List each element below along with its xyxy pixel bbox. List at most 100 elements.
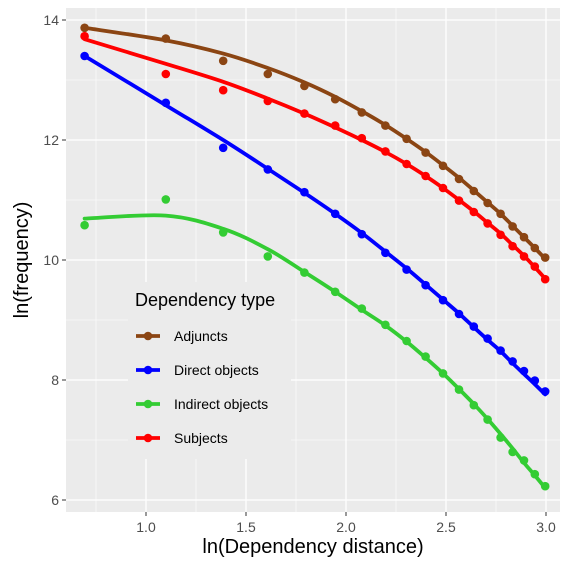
legend-item-direct-objects: Direct objects bbox=[136, 362, 259, 378]
legend-key-point bbox=[143, 365, 153, 375]
point-indirect-objects bbox=[218, 228, 228, 237]
point-subjects bbox=[421, 171, 430, 181]
legend-key-point bbox=[143, 433, 153, 443]
x-tick-label: 1.0 bbox=[136, 519, 156, 535]
point-adjuncts bbox=[438, 161, 448, 171]
point-direct-objects bbox=[508, 357, 517, 366]
point-indirect-objects bbox=[483, 415, 492, 424]
point-indirect-objects bbox=[402, 336, 411, 346]
legend-key-point bbox=[143, 399, 153, 409]
point-subjects bbox=[508, 241, 517, 251]
legend-label: Subjects bbox=[174, 430, 228, 446]
point-adjuncts bbox=[469, 186, 479, 196]
point-direct-objects bbox=[330, 209, 340, 219]
point-indirect-objects bbox=[161, 195, 171, 204]
point-direct-objects bbox=[357, 229, 367, 239]
point-subjects bbox=[330, 121, 340, 130]
point-indirect-objects bbox=[519, 456, 529, 465]
point-indirect-objects bbox=[508, 447, 517, 457]
point-subjects bbox=[496, 230, 505, 240]
legend-item-subjects: Subjects bbox=[136, 430, 228, 446]
point-indirect-objects bbox=[421, 352, 430, 361]
y-axis: 6 8 10 12 14 bbox=[43, 12, 66, 508]
point-direct-objects bbox=[496, 346, 505, 355]
point-indirect-objects bbox=[80, 220, 89, 230]
point-indirect-objects bbox=[263, 252, 273, 261]
point-subjects bbox=[381, 147, 390, 156]
point-indirect-objects bbox=[454, 385, 464, 394]
point-indirect-objects bbox=[530, 469, 540, 479]
point-adjuncts bbox=[218, 56, 228, 66]
point-adjuncts bbox=[530, 243, 540, 253]
legend-key-point bbox=[143, 331, 153, 341]
point-adjuncts bbox=[519, 232, 529, 242]
point-subjects bbox=[519, 252, 529, 261]
point-subjects bbox=[530, 262, 540, 271]
point-subjects bbox=[438, 183, 448, 193]
point-indirect-objects bbox=[357, 304, 367, 313]
x-tick-label: 2.0 bbox=[336, 519, 356, 535]
y-tick-label: 12 bbox=[43, 132, 59, 148]
point-direct-objects bbox=[469, 322, 479, 331]
point-adjuncts bbox=[402, 134, 411, 144]
point-subjects bbox=[263, 96, 273, 106]
point-indirect-objects bbox=[496, 433, 505, 442]
point-direct-objects bbox=[454, 309, 464, 319]
point-adjuncts bbox=[330, 94, 340, 104]
point-subjects bbox=[161, 69, 171, 79]
point-indirect-objects bbox=[469, 400, 479, 410]
x-tick-label: 3.0 bbox=[536, 519, 556, 535]
point-adjuncts bbox=[540, 253, 550, 262]
point-direct-objects bbox=[438, 295, 448, 305]
point-subjects bbox=[402, 159, 411, 169]
y-tick-label: 8 bbox=[51, 372, 59, 388]
legend-title: Dependency type bbox=[135, 290, 275, 310]
point-direct-objects bbox=[263, 165, 273, 174]
point-direct-objects bbox=[519, 366, 529, 376]
point-subjects bbox=[469, 207, 479, 217]
point-direct-objects bbox=[483, 334, 492, 343]
y-tick-label: 6 bbox=[51, 492, 59, 508]
x-tick-label: 2.5 bbox=[436, 519, 456, 535]
x-tick-label: 1.5 bbox=[236, 519, 256, 535]
point-direct-objects bbox=[540, 387, 550, 396]
point-subjects bbox=[357, 133, 367, 143]
point-indirect-objects bbox=[381, 320, 390, 330]
point-adjuncts bbox=[263, 69, 273, 79]
point-subjects bbox=[483, 219, 492, 228]
point-indirect-objects bbox=[330, 287, 340, 297]
point-subjects bbox=[80, 31, 89, 41]
point-adjuncts bbox=[496, 209, 505, 219]
point-direct-objects bbox=[530, 376, 540, 385]
point-direct-objects bbox=[80, 51, 89, 61]
point-indirect-objects bbox=[540, 481, 550, 491]
x-axis: 1.0 1.5 2.0 2.5 3.0 bbox=[136, 512, 556, 535]
point-adjuncts bbox=[357, 108, 367, 117]
point-subjects bbox=[218, 85, 228, 95]
point-subjects bbox=[540, 274, 550, 284]
legend-label: Adjuncts bbox=[174, 328, 228, 344]
point-direct-objects bbox=[421, 280, 430, 290]
legend: Dependency type Adjuncts Direct objects In… bbox=[128, 282, 291, 459]
point-adjuncts bbox=[80, 23, 89, 33]
y-tick-label: 14 bbox=[43, 12, 59, 28]
legend-item-indirect-objects: Indirect objects bbox=[136, 396, 268, 412]
point-adjuncts bbox=[454, 174, 464, 184]
point-adjuncts bbox=[483, 198, 492, 208]
point-adjuncts bbox=[381, 121, 390, 130]
legend-items: Adjuncts Direct objects Indirect objects Su… bbox=[136, 328, 268, 446]
legend-label: Indirect objects bbox=[174, 396, 268, 412]
point-adjuncts bbox=[508, 222, 517, 231]
point-indirect-objects bbox=[438, 369, 448, 378]
point-direct-objects bbox=[402, 265, 411, 274]
point-direct-objects bbox=[161, 98, 171, 108]
point-direct-objects bbox=[381, 248, 390, 258]
legend-item-adjuncts: Adjuncts bbox=[136, 328, 228, 344]
point-adjuncts bbox=[300, 81, 309, 91]
point-subjects bbox=[454, 196, 464, 205]
point-indirect-objects bbox=[300, 268, 309, 277]
point-direct-objects bbox=[218, 143, 228, 153]
point-subjects bbox=[300, 109, 309, 118]
legend-label: Direct objects bbox=[174, 362, 259, 378]
